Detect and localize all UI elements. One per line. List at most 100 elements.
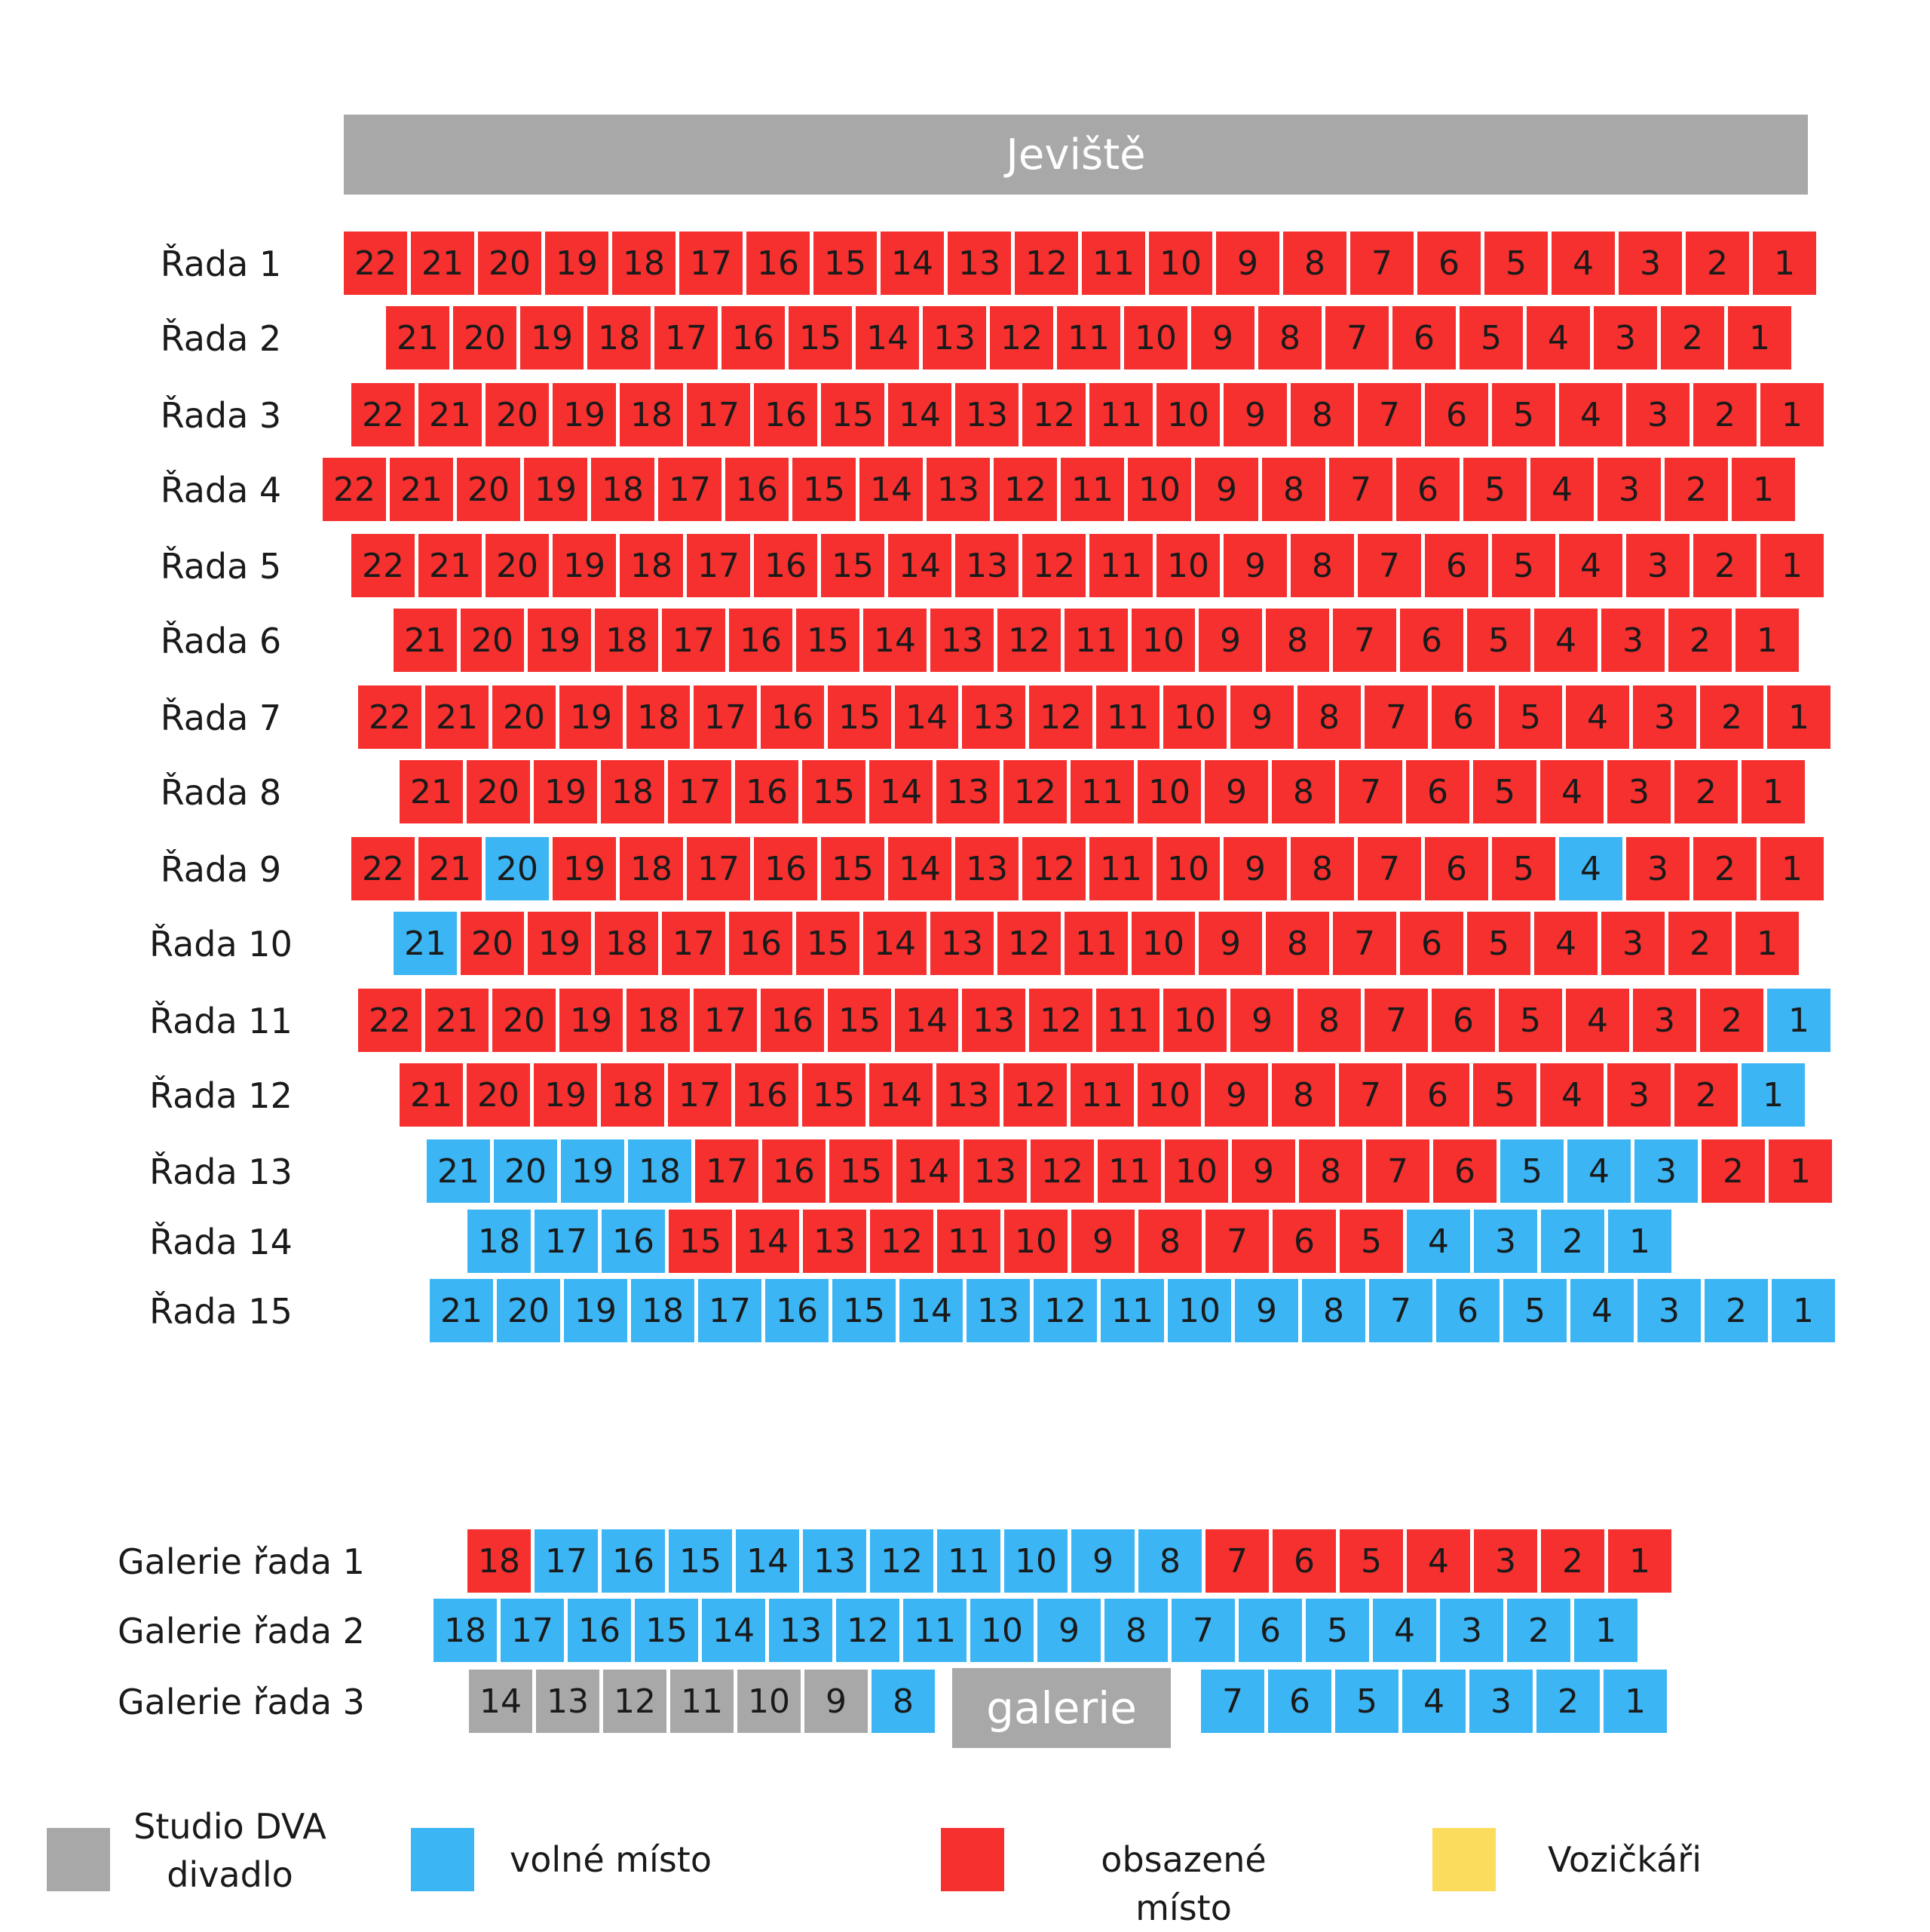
galerie-row1-seat-1[interactable]: 1	[1608, 1529, 1671, 1593]
row9-seat-19[interactable]: 19	[553, 837, 616, 900]
row1-seat-5[interactable]: 5	[1484, 232, 1548, 295]
row7-seat-4[interactable]: 4	[1566, 685, 1629, 749]
row7-seat-19[interactable]: 19	[559, 685, 623, 749]
galerie-row1-seat-9[interactable]: 9	[1071, 1529, 1135, 1593]
row5-seat-14[interactable]: 14	[888, 534, 951, 597]
row15-seat-2[interactable]: 2	[1705, 1279, 1768, 1342]
row13-seat-10[interactable]: 10	[1165, 1139, 1228, 1203]
row9-seat-16[interactable]: 16	[754, 837, 817, 900]
row13-seat-12[interactable]: 12	[1031, 1139, 1094, 1203]
row6-seat-11[interactable]: 11	[1065, 609, 1128, 672]
row1-seat-17[interactable]: 17	[679, 232, 743, 295]
row13-seat-4[interactable]: 4	[1567, 1139, 1631, 1203]
row14-seat-16[interactable]: 16	[602, 1210, 665, 1273]
row13-seat-9[interactable]: 9	[1232, 1139, 1295, 1203]
row6-seat-10[interactable]: 10	[1132, 609, 1195, 672]
row4-seat-21[interactable]: 21	[390, 458, 453, 521]
row9-seat-20[interactable]: 20	[486, 837, 549, 900]
row11-seat-18[interactable]: 18	[626, 989, 690, 1052]
row13-seat-14[interactable]: 14	[896, 1139, 960, 1203]
galerie-row3-seat-2[interactable]: 2	[1536, 1670, 1600, 1733]
row8-seat-17[interactable]: 17	[668, 760, 731, 823]
row7-seat-14[interactable]: 14	[895, 685, 958, 749]
row10-seat-18[interactable]: 18	[595, 912, 658, 975]
row9-seat-17[interactable]: 17	[687, 837, 750, 900]
row7-seat-8[interactable]: 8	[1297, 685, 1361, 749]
row11-seat-17[interactable]: 17	[694, 989, 757, 1052]
row8-seat-7[interactable]: 7	[1339, 760, 1402, 823]
row1-seat-21[interactable]: 21	[411, 232, 474, 295]
row7-seat-9[interactable]: 9	[1230, 685, 1294, 749]
row12-seat-11[interactable]: 11	[1071, 1063, 1134, 1127]
row14-seat-11[interactable]: 11	[937, 1210, 1000, 1273]
row11-seat-10[interactable]: 10	[1163, 989, 1227, 1052]
galerie-row2-seat-3[interactable]: 3	[1440, 1599, 1503, 1662]
row9-seat-2[interactable]: 2	[1693, 837, 1757, 900]
galerie-row3-seat-11[interactable]: 11	[670, 1670, 734, 1733]
row14-seat-12[interactable]: 12	[870, 1210, 933, 1273]
row1-seat-3[interactable]: 3	[1619, 232, 1682, 295]
galerie-row2-seat-7[interactable]: 7	[1172, 1599, 1235, 1662]
row13-seat-7[interactable]: 7	[1366, 1139, 1429, 1203]
row6-seat-3[interactable]: 3	[1601, 609, 1665, 672]
row7-seat-1[interactable]: 1	[1767, 685, 1830, 749]
row9-seat-14[interactable]: 14	[888, 837, 951, 900]
row14-seat-6[interactable]: 6	[1273, 1210, 1336, 1273]
row12-seat-19[interactable]: 19	[534, 1063, 597, 1127]
row3-seat-12[interactable]: 12	[1022, 383, 1086, 446]
row2-seat-18[interactable]: 18	[587, 306, 651, 370]
row8-seat-20[interactable]: 20	[467, 760, 530, 823]
row2-seat-3[interactable]: 3	[1594, 306, 1657, 370]
galerie-row3-seat-1[interactable]: 1	[1604, 1670, 1667, 1733]
row2-seat-16[interactable]: 16	[721, 306, 785, 370]
row14-seat-17[interactable]: 17	[535, 1210, 598, 1273]
row2-seat-20[interactable]: 20	[453, 306, 516, 370]
row1-seat-10[interactable]: 10	[1149, 232, 1212, 295]
row8-seat-21[interactable]: 21	[400, 760, 463, 823]
row7-seat-13[interactable]: 13	[962, 685, 1025, 749]
row12-seat-16[interactable]: 16	[735, 1063, 798, 1127]
row2-seat-2[interactable]: 2	[1661, 306, 1724, 370]
row9-seat-12[interactable]: 12	[1022, 837, 1086, 900]
row3-seat-4[interactable]: 4	[1559, 383, 1622, 446]
row9-seat-22[interactable]: 22	[351, 837, 415, 900]
row11-seat-14[interactable]: 14	[895, 989, 958, 1052]
row3-seat-8[interactable]: 8	[1291, 383, 1354, 446]
row6-seat-14[interactable]: 14	[863, 609, 927, 672]
galerie-row3-seat-8[interactable]: 8	[872, 1670, 935, 1733]
row4-seat-19[interactable]: 19	[524, 458, 587, 521]
row5-seat-8[interactable]: 8	[1291, 534, 1354, 597]
row11-seat-21[interactable]: 21	[425, 989, 489, 1052]
row1-seat-2[interactable]: 2	[1686, 232, 1749, 295]
row4-seat-17[interactable]: 17	[658, 458, 721, 521]
row8-seat-13[interactable]: 13	[936, 760, 1000, 823]
galerie-row1-seat-2[interactable]: 2	[1541, 1529, 1604, 1593]
row10-seat-6[interactable]: 6	[1400, 912, 1463, 975]
row8-seat-18[interactable]: 18	[601, 760, 664, 823]
row12-seat-4[interactable]: 4	[1540, 1063, 1604, 1127]
row11-seat-20[interactable]: 20	[492, 989, 556, 1052]
galerie-row2-seat-8[interactable]: 8	[1104, 1599, 1168, 1662]
row10-seat-9[interactable]: 9	[1199, 912, 1262, 975]
row9-seat-8[interactable]: 8	[1291, 837, 1354, 900]
row5-seat-6[interactable]: 6	[1425, 534, 1488, 597]
row10-seat-20[interactable]: 20	[461, 912, 524, 975]
row10-seat-21[interactable]: 21	[394, 912, 457, 975]
galerie-row2-seat-6[interactable]: 6	[1239, 1599, 1302, 1662]
row1-seat-7[interactable]: 7	[1350, 232, 1414, 295]
galerie-row1-seat-18[interactable]: 18	[467, 1529, 531, 1593]
row7-seat-2[interactable]: 2	[1700, 685, 1763, 749]
row2-seat-11[interactable]: 11	[1057, 306, 1120, 370]
row2-seat-8[interactable]: 8	[1258, 306, 1322, 370]
row5-seat-17[interactable]: 17	[687, 534, 750, 597]
row12-seat-13[interactable]: 13	[936, 1063, 1000, 1127]
row15-seat-1[interactable]: 1	[1772, 1279, 1835, 1342]
row4-seat-22[interactable]: 22	[323, 458, 386, 521]
galerie-row2-seat-11[interactable]: 11	[903, 1599, 967, 1662]
row9-seat-11[interactable]: 11	[1089, 837, 1153, 900]
row2-seat-15[interactable]: 15	[789, 306, 852, 370]
row11-seat-4[interactable]: 4	[1566, 989, 1629, 1052]
row14-seat-13[interactable]: 13	[803, 1210, 866, 1273]
row10-seat-14[interactable]: 14	[863, 912, 927, 975]
row10-seat-16[interactable]: 16	[729, 912, 792, 975]
